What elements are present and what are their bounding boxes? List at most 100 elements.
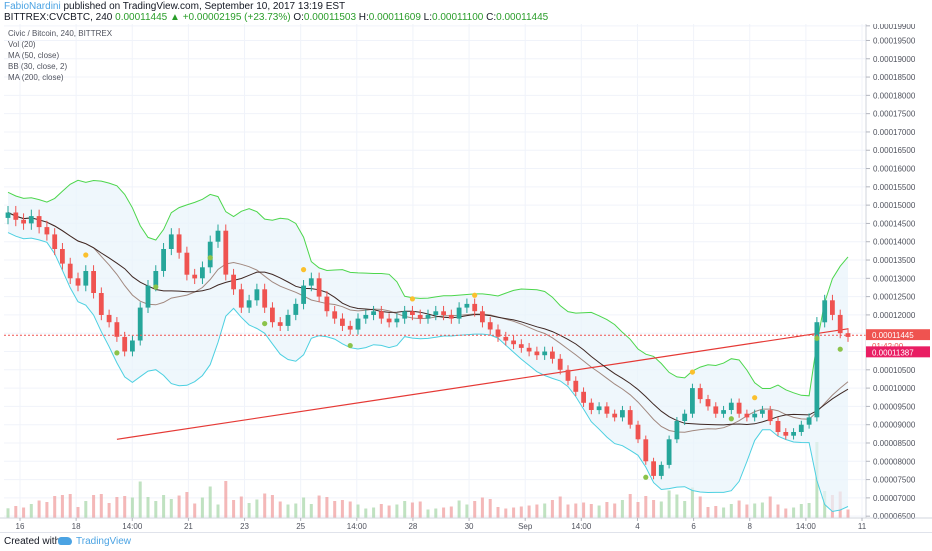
candle: [666, 439, 672, 465]
volume-bar: [270, 495, 274, 518]
volume-bar: [473, 501, 477, 518]
volume-bar: [442, 507, 446, 518]
candle: [464, 303, 470, 308]
volume-bar: [667, 490, 671, 518]
volume-bar: [488, 499, 492, 518]
candle: [752, 413, 758, 418]
candle: [91, 271, 96, 293]
volume-bar: [706, 507, 710, 518]
cloud-icon: [58, 537, 72, 545]
candle: [21, 219, 26, 224]
time-tick-label: 30: [465, 522, 474, 531]
candle: [355, 318, 361, 330]
price-chart[interactable]: 0.00019900 0.00019500 0.00019000 0.00018500…: [0, 24, 932, 532]
volume-bar: [193, 503, 197, 518]
candle: [347, 325, 353, 330]
signal-dot: [300, 267, 307, 273]
candle: [542, 351, 548, 356]
candle: [168, 234, 174, 249]
candle: [744, 413, 750, 418]
open-value: 0.00011503: [303, 12, 357, 23]
candle: [674, 421, 680, 440]
candle: [316, 278, 322, 297]
volume-bar: [379, 504, 383, 518]
candle: [285, 314, 291, 326]
candle: [386, 318, 392, 323]
signal-dot: [409, 296, 416, 302]
volume-bar: [589, 504, 593, 518]
high-label: H:: [358, 12, 369, 23]
volume-bar: [597, 505, 601, 518]
price-axis[interactable]: 0.00019900 0.00019500 0.00019000 0.00018500…: [865, 24, 916, 521]
volume-bar: [745, 504, 749, 518]
volume-bar: [387, 505, 391, 518]
candle: [721, 410, 726, 414]
signal-dot: [153, 284, 159, 290]
candle: [254, 289, 260, 301]
candle: [643, 439, 649, 462]
bollinger-lower-line: [7, 232, 849, 513]
candle: [433, 311, 439, 315]
volume-bar: [683, 501, 687, 518]
candle: [441, 311, 446, 315]
price-tick-label: 0.00017500: [873, 110, 916, 119]
bollinger-upper-line: [7, 179, 849, 397]
time-tick-label: 14:00: [571, 522, 592, 531]
candle: [550, 351, 555, 359]
price-tick-label: 0.00009500: [873, 402, 916, 411]
candle: [806, 417, 812, 425]
signal-dot: [837, 346, 843, 352]
signal-dot: [728, 416, 734, 422]
author-link[interactable]: FabioNardini: [4, 1, 61, 12]
candle: [728, 402, 734, 410]
volume-bar: [146, 497, 150, 518]
candle: [565, 369, 571, 381]
volume-bar: [115, 497, 119, 518]
volume-bar: [247, 503, 251, 518]
volume-bar: [37, 500, 41, 518]
candle: [324, 296, 330, 312]
volume-bar: [846, 509, 850, 518]
volume-bar: [84, 501, 88, 518]
time-tick-label: Sep: [518, 522, 533, 531]
candle: [5, 212, 11, 218]
volume-bar: [776, 504, 780, 518]
volume-bar: [216, 504, 220, 518]
candle: [472, 303, 478, 312]
volume-bar: [123, 496, 127, 518]
candle: [246, 300, 252, 308]
signal-dot: [472, 292, 478, 298]
candle: [378, 311, 384, 319]
candle: [503, 336, 509, 341]
signal-dot: [114, 350, 120, 356]
time-axis[interactable]: 16 18 14:00 21 23 25 14:00 28 30 Sep 14:00 4 6 8 14:00…: [0, 517, 932, 531]
time-tick-label: 14:00: [122, 522, 143, 531]
tradingview-logo[interactable]: TradingView: [58, 536, 131, 547]
volume-bar: [6, 508, 10, 518]
candle: [67, 263, 73, 279]
volume-bar: [628, 494, 632, 518]
candle: [238, 289, 244, 308]
up-arrow-icon: ▲: [170, 12, 180, 23]
volume-bar: [232, 500, 236, 518]
price-tick-label: 0.00007000: [873, 494, 916, 503]
volume-bar: [340, 500, 344, 518]
candle: [760, 410, 765, 414]
volume-bar: [107, 503, 111, 518]
candle: [153, 271, 159, 286]
candle: [231, 274, 236, 290]
candle: [184, 252, 190, 275]
volume-bar: [434, 508, 438, 518]
low-value: 0.00011100: [432, 12, 484, 23]
candle: [798, 424, 804, 432]
candle: [425, 314, 431, 319]
candle: [697, 388, 703, 400]
other-price-label: 0.00011387: [872, 348, 914, 357]
candle: [682, 413, 688, 421]
candle: [293, 303, 299, 315]
brand-label: TradingView: [76, 536, 132, 547]
candle: [176, 234, 182, 253]
price-tick-label: 0.00008500: [873, 439, 916, 448]
volume-bar: [760, 502, 764, 518]
volume-bar: [154, 501, 158, 518]
